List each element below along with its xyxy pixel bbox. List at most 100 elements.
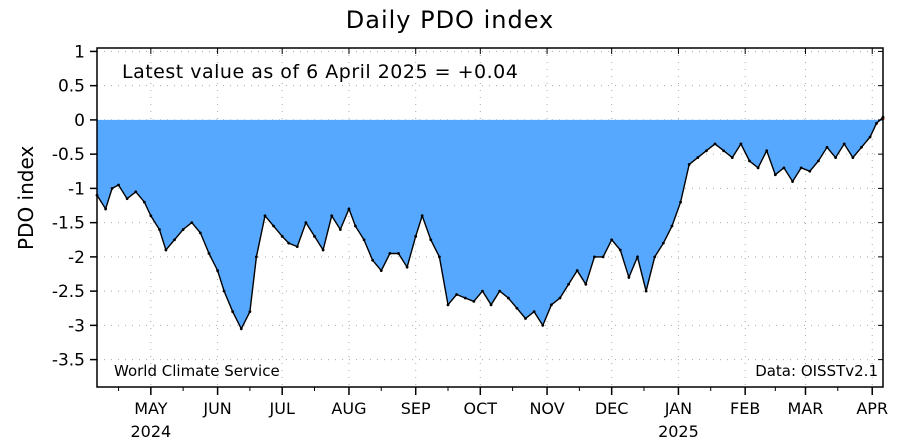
y-tick-label: -1.5: [52, 214, 85, 234]
data-point: [808, 169, 812, 173]
data-point: [455, 293, 459, 296]
data-point: [653, 255, 657, 259]
x-tick-label: MAY: [134, 399, 168, 418]
data-point: [371, 258, 375, 262]
data-point: [532, 310, 536, 314]
x-tick-label: JAN: [664, 399, 692, 418]
data-point: [117, 183, 120, 187]
data-point: [860, 145, 863, 149]
data-point: [239, 327, 243, 331]
data-point: [687, 163, 691, 166]
x-tick-label: APR: [856, 399, 888, 418]
data-point: [584, 282, 588, 286]
data-point: [304, 221, 308, 225]
data-point: [463, 296, 467, 300]
data-point: [636, 255, 639, 259]
data-point: [842, 142, 846, 146]
data-point: [782, 166, 786, 170]
data-point: [730, 156, 734, 159]
x-tick-label: AUG: [331, 399, 366, 418]
data-point: [287, 241, 291, 245]
data-point: [313, 234, 316, 238]
data-point: [524, 317, 527, 320]
data-point: [567, 282, 570, 286]
data-point: [472, 299, 476, 303]
data-point: [670, 224, 674, 228]
data-point: [446, 303, 450, 307]
data-point: [748, 159, 751, 163]
data-point: [799, 166, 803, 170]
data-point: [388, 252, 392, 255]
data-point: [263, 214, 267, 218]
data-point: [158, 228, 161, 231]
data-point: [429, 238, 433, 242]
negative-area: [97, 119, 883, 329]
data-point: [181, 228, 185, 231]
data-point: [280, 234, 284, 238]
x-tick-label: JUN: [202, 399, 231, 418]
data-point: [338, 228, 342, 231]
x-tick-label: JUL: [269, 399, 295, 418]
x-tick-label: MAR: [788, 399, 824, 418]
data-point: [164, 248, 168, 252]
data-point: [125, 197, 129, 201]
y-tick-label: -2.5: [52, 282, 85, 302]
data-point: [330, 214, 334, 218]
data-point: [679, 200, 682, 204]
y-tick-label: -1: [68, 179, 85, 199]
data-point: [295, 245, 299, 249]
data-point: [198, 231, 202, 235]
data-point: [549, 303, 553, 307]
data-point: [104, 207, 108, 211]
data-point: [498, 289, 502, 293]
data-point: [515, 306, 519, 310]
latest-value-annotation: Latest value as of 6 April 2025 = +0.04: [122, 61, 519, 83]
data-point: [739, 142, 743, 146]
data-point: [405, 265, 409, 269]
x-tick-label: FEB: [730, 399, 760, 418]
data-point: [791, 180, 794, 183]
data-point: [713, 142, 717, 146]
data-point: [825, 145, 829, 149]
data-point: [875, 121, 878, 125]
data-point: [765, 149, 769, 153]
plot-frame: [96, 47, 884, 388]
data-point: [397, 252, 400, 255]
data-point: [437, 255, 441, 259]
data-point: [489, 303, 493, 307]
y-tick-label: 0: [74, 111, 85, 131]
x-tick-label: DEC: [595, 399, 629, 418]
y-tick-label: -2: [68, 248, 85, 268]
x-tick-label: SEP: [401, 399, 431, 418]
data-point: [420, 214, 424, 218]
y-tick-label: -3.5: [52, 351, 85, 371]
data-point: [272, 224, 275, 228]
y-tick-label: -0.5: [52, 145, 85, 165]
data-point: [593, 255, 596, 259]
data-point: [541, 323, 545, 327]
data-point: [773, 173, 777, 177]
data-point: [347, 207, 351, 211]
x-year-label: 2025: [658, 422, 699, 441]
data-point: [601, 255, 605, 259]
data-point: [661, 241, 665, 245]
credit-label: World Climate Service: [114, 362, 280, 380]
data-point: [362, 238, 366, 242]
data-point: [134, 190, 138, 194]
data-point: [506, 296, 510, 300]
data-point: [816, 159, 820, 163]
data-point: [142, 200, 146, 204]
y-tick-label: -3: [68, 316, 85, 336]
data-point: [610, 238, 614, 242]
data-point: [354, 224, 357, 228]
data-point: [414, 234, 418, 238]
y-tick-label: 0.5: [58, 77, 85, 97]
data-point: [481, 289, 484, 293]
data-point: [254, 255, 258, 259]
data-point: [216, 269, 219, 272]
data-point: [173, 238, 176, 242]
data-point: [575, 269, 579, 272]
x-tick-label: OCT: [464, 399, 498, 418]
data-point: [379, 269, 383, 272]
